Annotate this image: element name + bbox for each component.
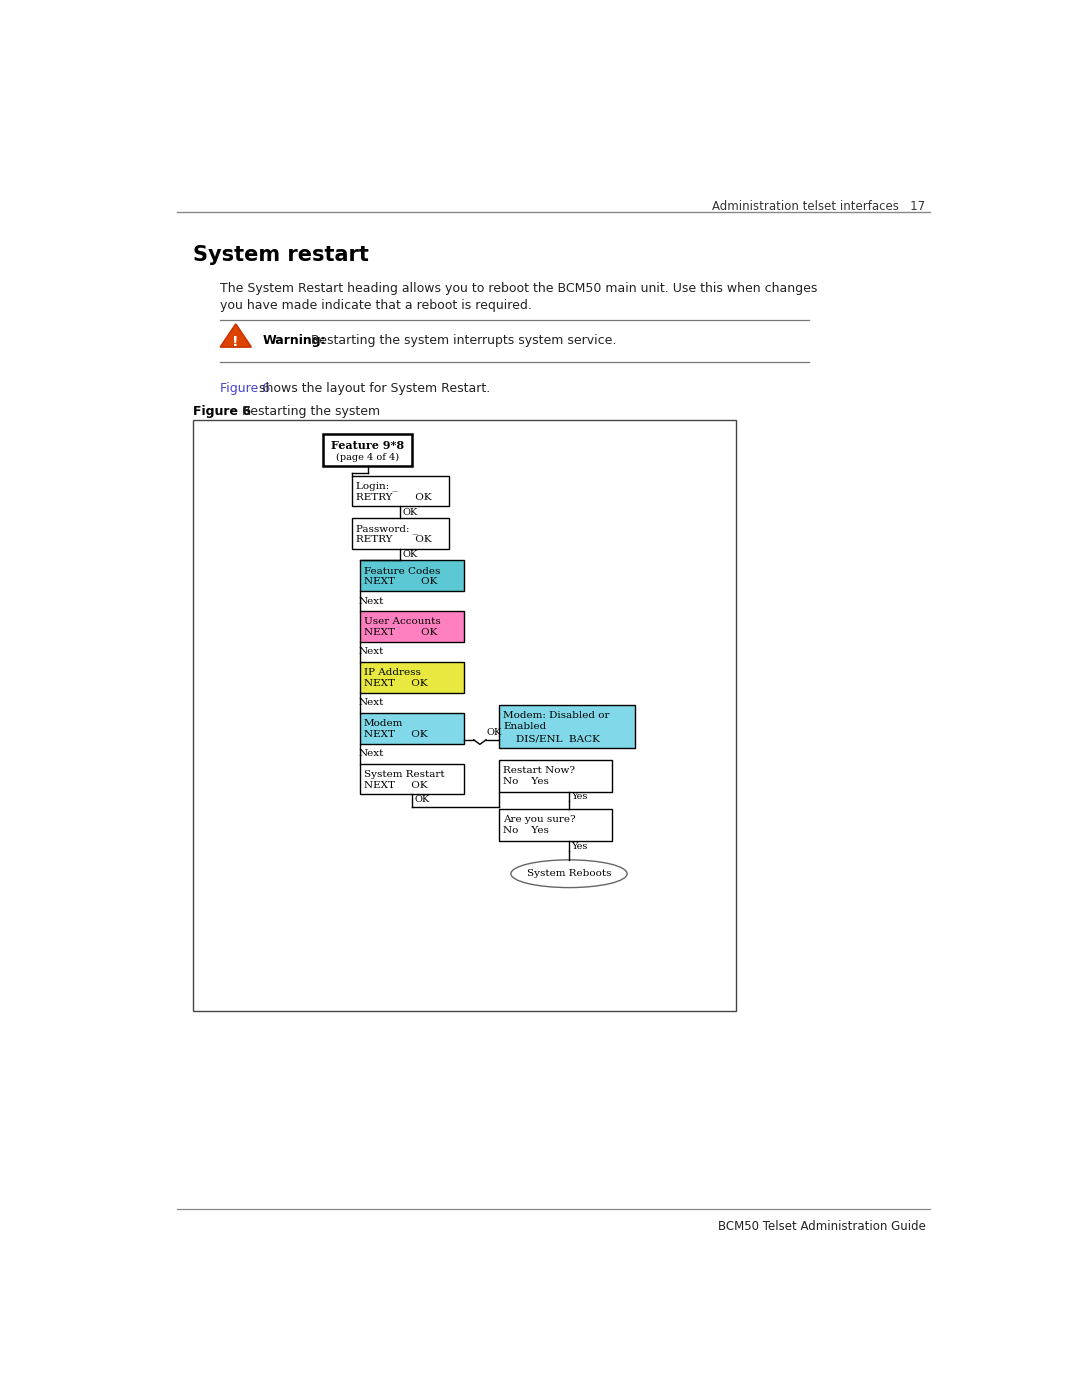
Text: Figure 6: Figure 6 — [193, 405, 252, 418]
FancyBboxPatch shape — [360, 560, 464, 591]
Text: Modem: Disabled or: Modem: Disabled or — [503, 711, 609, 721]
Text: Are you sure?: Are you sure? — [503, 816, 576, 824]
Text: System restart: System restart — [193, 244, 369, 264]
Ellipse shape — [511, 861, 627, 887]
Text: NEXT     OK: NEXT OK — [364, 781, 428, 789]
FancyBboxPatch shape — [323, 434, 413, 467]
Text: DIS/ENL  BACK: DIS/ENL BACK — [503, 735, 600, 743]
Text: User Accounts: User Accounts — [364, 617, 441, 626]
Text: Login: _: Login: _ — [356, 482, 397, 492]
Text: shows the layout for System Restart.: shows the layout for System Restart. — [255, 381, 490, 395]
Text: OK: OK — [403, 550, 418, 559]
FancyBboxPatch shape — [360, 662, 464, 693]
Text: Feature Codes: Feature Codes — [364, 567, 440, 576]
Text: Yes: Yes — [571, 841, 588, 851]
Text: Modem: Modem — [364, 719, 403, 728]
FancyBboxPatch shape — [193, 420, 735, 1011]
Text: !: ! — [232, 335, 239, 349]
Text: Next: Next — [359, 749, 383, 759]
Text: Next: Next — [359, 698, 383, 707]
Text: Password: _: Password: _ — [356, 524, 418, 534]
Text: No    Yes: No Yes — [503, 826, 549, 835]
Text: Next: Next — [359, 647, 383, 657]
Text: NEXT     OK: NEXT OK — [364, 729, 428, 739]
Text: No    Yes: No Yes — [503, 777, 549, 787]
Text: Next: Next — [359, 597, 383, 606]
Text: System Reboots: System Reboots — [527, 869, 611, 879]
FancyBboxPatch shape — [360, 712, 464, 743]
Text: NEXT     OK: NEXT OK — [364, 679, 428, 689]
Text: OK: OK — [415, 795, 430, 805]
FancyBboxPatch shape — [352, 518, 449, 549]
Text: Enabled: Enabled — [503, 722, 546, 731]
Text: Warning:: Warning: — [262, 334, 326, 348]
Text: OK: OK — [403, 509, 418, 517]
Text: BCM50 Telset Administration Guide: BCM50 Telset Administration Guide — [717, 1220, 926, 1234]
Text: System Restart: System Restart — [364, 770, 444, 780]
FancyBboxPatch shape — [360, 764, 464, 795]
Text: NEXT        OK: NEXT OK — [364, 629, 437, 637]
Text: you have made indicate that a reboot is required.: you have made indicate that a reboot is … — [220, 299, 532, 312]
Text: IP Address: IP Address — [364, 668, 420, 678]
Text: Restart Now?: Restart Now? — [503, 766, 576, 775]
FancyBboxPatch shape — [499, 809, 611, 841]
FancyBboxPatch shape — [352, 475, 449, 507]
Text: RETRY       OK: RETRY OK — [356, 535, 432, 543]
Text: Feature 9*8: Feature 9*8 — [330, 440, 404, 451]
Text: NEXT        OK: NEXT OK — [364, 577, 437, 587]
Text: (page 4 of 4): (page 4 of 4) — [336, 453, 400, 462]
Text: The System Restart heading allows you to reboot the BCM50 main unit. Use this wh: The System Restart heading allows you to… — [220, 282, 818, 295]
Text: Figure 6: Figure 6 — [220, 381, 270, 395]
FancyBboxPatch shape — [499, 705, 635, 749]
Text: Administration telset interfaces   17: Administration telset interfaces 17 — [713, 200, 926, 212]
Text: OK: OK — [486, 728, 501, 738]
Text: Yes: Yes — [571, 792, 588, 802]
FancyBboxPatch shape — [499, 760, 611, 792]
Text: Restarting the system: Restarting the system — [230, 405, 380, 418]
FancyBboxPatch shape — [360, 610, 464, 643]
Polygon shape — [220, 324, 252, 346]
Text: RETRY       OK: RETRY OK — [356, 493, 432, 502]
Text: Restarting the system interrupts system service.: Restarting the system interrupts system … — [307, 334, 617, 348]
